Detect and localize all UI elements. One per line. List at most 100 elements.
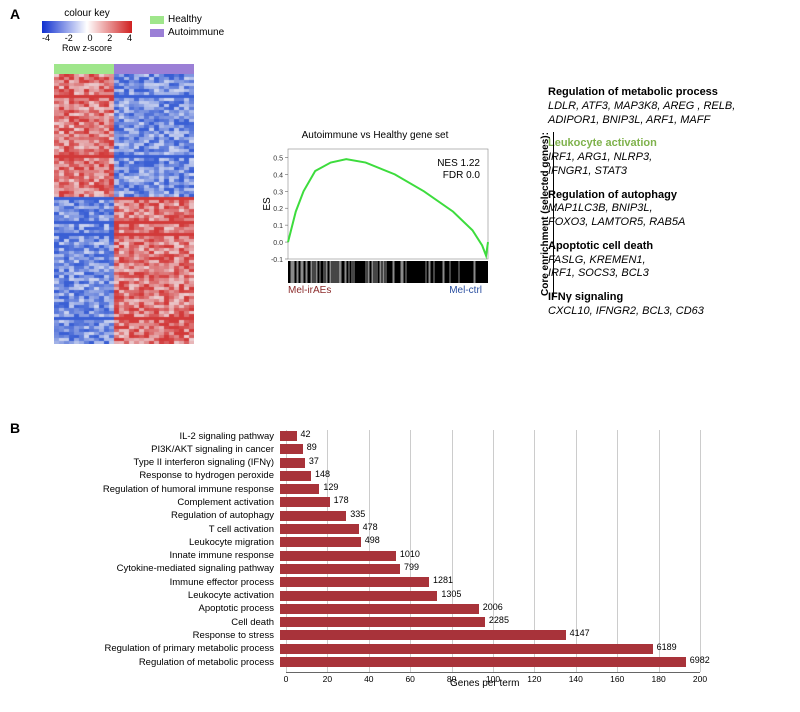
bar-track: 1010	[280, 550, 700, 562]
color-key-tick: 2	[107, 33, 112, 43]
core-enrichment: Core enrichment (selected genes): Regula…	[548, 86, 788, 329]
bar	[280, 617, 485, 627]
core-group-title: Apoptotic cell death	[548, 240, 788, 254]
bar-track: 2285	[280, 616, 700, 628]
bar	[280, 604, 479, 614]
bar-label: Complement activation	[70, 497, 280, 508]
bar	[280, 431, 297, 441]
panel-label-b: B	[10, 420, 20, 436]
legend-item: Autoimmune	[150, 27, 224, 38]
core-group-title: IFNγ signaling	[548, 291, 788, 305]
svg-text:0.5: 0.5	[273, 155, 283, 162]
gsea-plot: Autoimmune vs Healthy gene set -0.10.00.…	[260, 130, 490, 296]
bar-value: 799	[404, 562, 419, 572]
bar-value: 42	[301, 429, 311, 439]
color-key-title: colour key	[32, 8, 142, 19]
bar-row: Response to stress 4147	[70, 629, 700, 641]
bar-row: Type II interferon signaling (IFNγ)37	[70, 457, 700, 469]
bar-value: 37	[309, 456, 319, 466]
bar-track: 6189	[280, 643, 700, 655]
bar-chart-xtick: 40	[364, 674, 373, 684]
bar-label: Cytokine-mediated signaling pathway	[70, 563, 280, 574]
bar-label: Leukocyte activation	[70, 590, 280, 601]
bar-label: Response to stress	[70, 630, 280, 641]
bar-row: IL-2 signaling pathway42	[70, 430, 700, 442]
bar-chart-gridline	[700, 430, 701, 672]
bar-track: 148	[280, 470, 700, 482]
bar-track: 478	[280, 523, 700, 535]
bar-value: 1010	[400, 549, 420, 559]
bar-value: 129	[323, 482, 338, 492]
color-key: colour key -4-2024 Row z-score	[32, 8, 142, 53]
bar-track: 498	[280, 536, 700, 548]
svg-text:0.2: 0.2	[273, 206, 283, 213]
bar-row: Cytokine-mediated signaling pathway 799	[70, 563, 700, 575]
svg-text:FDR 0.0: FDR 0.0	[443, 170, 481, 181]
panel-label-a: A	[10, 6, 20, 22]
bar-row: Regulation of humoral immune response129	[70, 483, 700, 495]
svg-text:0.1: 0.1	[273, 223, 283, 230]
svg-text:ES: ES	[262, 197, 273, 211]
core-group: Apoptotic cell deathFASLG, KREMEN1, IRF1…	[548, 240, 788, 281]
bar-row: Immune effector process 1281	[70, 576, 700, 588]
core-group-genes: LDLR, ATF3, MAP3K8, AREG , RELB, ADIPOR1…	[548, 100, 788, 128]
bar-label: Innate immune response	[70, 550, 280, 561]
bar-chart-xtick: 20	[323, 674, 332, 684]
bar-row: Leukocyte migration498	[70, 536, 700, 548]
color-key-tick: 0	[87, 33, 92, 43]
gsea-right-label: Mel-ctrl	[449, 285, 482, 296]
svg-text:-0.1: -0.1	[271, 257, 283, 264]
legend-label: Autoimmune	[168, 27, 224, 38]
bar	[280, 591, 437, 601]
bar-track: 37	[280, 457, 700, 469]
bar-row: T cell activation478	[70, 523, 700, 535]
bar-track: 89	[280, 443, 700, 455]
bar-label: Regulation of primary metabolic process	[70, 643, 280, 654]
bar-label: Regulation of autophagy	[70, 510, 280, 521]
core-group-genes: CXCL10, IFNGR2, BCL3, CD63	[548, 305, 788, 319]
gsea-xaxis-labels: Mel-irAEs Mel-ctrl	[260, 285, 490, 296]
bar-label: Immune effector process	[70, 577, 280, 588]
core-group: Regulation of autophagyMAP1LC3B, BNIP3L,…	[548, 189, 788, 230]
core-group-title: Regulation of metabolic process	[548, 86, 788, 100]
bar-label: Leukocyte migration	[70, 537, 280, 548]
bar-row: Cell death2285	[70, 616, 700, 628]
bar-chart-xtick: 0	[284, 674, 289, 684]
core-group-genes: IRF1, ARG1, NLRP3, IFNGR1, STAT3	[548, 151, 788, 179]
bar	[280, 497, 330, 507]
bar-track: 1305	[280, 590, 700, 602]
gsea-svg: -0.10.00.10.20.30.40.5ESNES 1.22FDR 0.0	[260, 145, 490, 283]
bar-chart-xtick: 60	[405, 674, 414, 684]
bar-track: 2006	[280, 603, 700, 615]
bar-row: Response to hydrogen peroxide148	[70, 470, 700, 482]
bar-chart-xtick: 180	[652, 674, 666, 684]
bar-value: 4147	[570, 628, 590, 638]
bar-track: 6982	[280, 656, 700, 668]
bar-value: 1281	[433, 575, 453, 585]
core-group-genes: FASLG, KREMEN1, IRF1, SOCS3, BCL3	[548, 254, 788, 282]
bar-row: Regulation of metabolic process6982	[70, 656, 700, 668]
bar-track: 129	[280, 483, 700, 495]
bar-track: 1281	[280, 576, 700, 588]
color-key-bar	[42, 21, 132, 33]
legend-swatch	[150, 16, 164, 24]
core-enrichment-header: Core enrichment (selected genes):	[540, 132, 554, 296]
bar	[280, 644, 653, 654]
color-key-tick: -2	[65, 33, 73, 43]
bar	[280, 551, 396, 561]
bar-chart-xtick: 200	[693, 674, 707, 684]
legend-label: Healthy	[168, 14, 202, 25]
color-key-subtitle: Row z-score	[32, 43, 142, 53]
bar-track: 335	[280, 510, 700, 522]
bar	[280, 444, 303, 454]
bar	[280, 458, 305, 468]
core-group: Leukocyte activationIRF1, ARG1, NLRP3, I…	[548, 137, 788, 178]
core-group-title: Regulation of autophagy	[548, 189, 788, 203]
bar-row: Innate immune response 1010	[70, 550, 700, 562]
svg-text:0.0: 0.0	[273, 240, 283, 247]
bar	[280, 657, 686, 667]
bar	[280, 630, 566, 640]
bar-row: Leukocyte activation1305	[70, 590, 700, 602]
bar	[280, 537, 361, 547]
bar-row: Regulation of autophagy335	[70, 510, 700, 522]
